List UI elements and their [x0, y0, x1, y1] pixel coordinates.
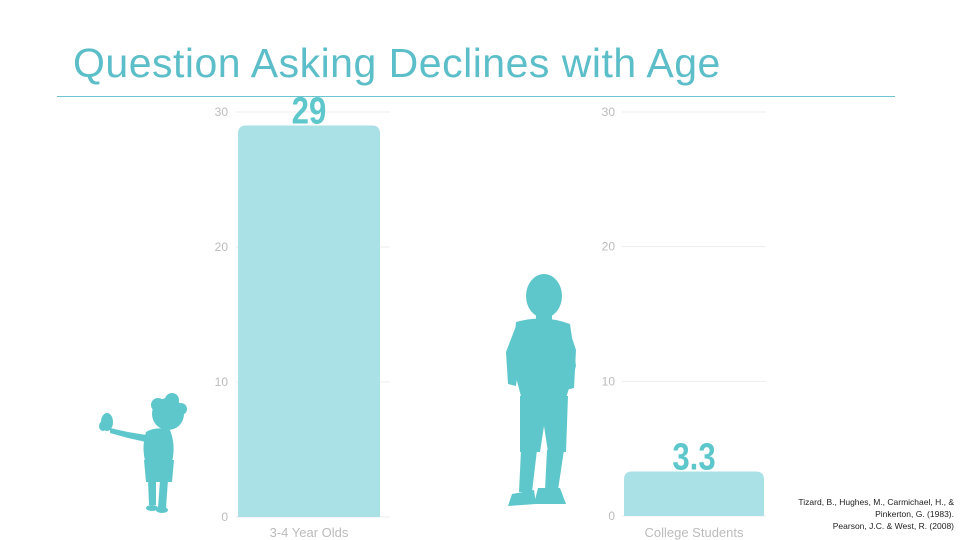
- category-label: College Students: [644, 525, 744, 540]
- bar: [624, 471, 764, 516]
- y-tick-label: 0: [221, 510, 228, 524]
- y-tick-label: 10: [215, 375, 229, 389]
- category-label: 3-4 Year Olds: [270, 525, 349, 540]
- citation-line: Pearson, J.C. & West, R. (2008): [832, 521, 954, 531]
- slide-title: Question Asking Declines with Age: [73, 40, 721, 86]
- citation-line: Tizard, B., Hughes, M., Carmichael, H., …: [798, 497, 954, 507]
- chart-panel-college-students: 0 10 20 30 3.3 College Students: [602, 105, 766, 540]
- y-tick-label: 0: [608, 509, 615, 523]
- y-tick-label: 30: [215, 105, 229, 119]
- bar: [238, 125, 380, 517]
- citation: Tizard, B., Hughes, M., Carmichael, H., …: [744, 496, 954, 532]
- title-divider: [57, 96, 895, 97]
- y-tick-label: 30: [602, 105, 616, 119]
- child-silhouette-icon: [506, 274, 576, 506]
- y-tick-label: 20: [215, 240, 229, 254]
- y-tick-label: 20: [602, 240, 616, 254]
- citation-line: Pinkerton, G. (1983).: [875, 509, 954, 519]
- data-label: 3.3: [672, 437, 715, 479]
- y-tick-label: 10: [602, 374, 616, 388]
- chart-panel-young-children: 0 10 20 30 29 3-4 Year Olds: [215, 91, 390, 540]
- toddler-silhouette-icon: [99, 393, 187, 513]
- data-label: 29: [292, 91, 327, 133]
